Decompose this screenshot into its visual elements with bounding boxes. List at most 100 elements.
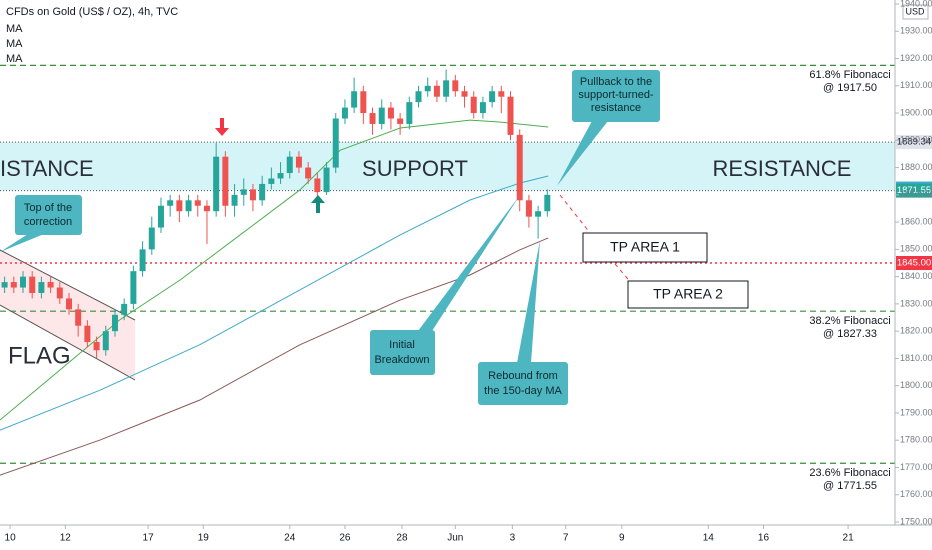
candle-body <box>47 282 54 288</box>
flag-line <box>0 304 136 381</box>
candle-body <box>433 85 440 97</box>
tp-label: TP AREA 2 <box>653 286 723 302</box>
fib-label: 23.6% Fibonacci <box>809 467 890 479</box>
candle-body <box>240 189 247 195</box>
candle-body <box>360 91 367 114</box>
y-tick-label: 1940.00 <box>900 0 932 8</box>
y-tick-label: 1920.00 <box>900 53 932 63</box>
callout-text: Pullback to the <box>580 76 652 88</box>
callout <box>370 330 435 375</box>
y-tick-label: 1930.00 <box>900 26 932 36</box>
price-tag-text: 1889.34 <box>897 137 931 148</box>
moving-average <box>0 119 549 421</box>
price-tag-text: 1871.55 <box>897 185 931 196</box>
callout-text: support-turned- <box>578 89 654 101</box>
zone-label: SUPPORT <box>362 156 468 181</box>
x-tick-label: 14 <box>703 533 715 544</box>
candle-body <box>470 96 477 114</box>
tp-box <box>582 232 708 263</box>
fib-label: 38.2% Fibonacci <box>809 315 890 327</box>
candle-body <box>369 113 376 124</box>
candle-body <box>1 282 8 288</box>
callout-text: correction <box>24 216 72 228</box>
x-tick-label: 21 <box>843 533 855 544</box>
candle-body <box>84 325 91 343</box>
price-tag <box>896 135 932 150</box>
candle-body <box>111 314 118 332</box>
candle-body <box>341 107 348 119</box>
fib-label: @ 1771.55 <box>823 480 877 492</box>
flag-line <box>0 249 136 321</box>
candle-body <box>10 282 17 288</box>
candle-body <box>507 96 514 135</box>
candle-body <box>259 183 266 201</box>
y-tick-label: 1880.00 <box>900 162 932 172</box>
x-tick-label: 17 <box>143 533 155 544</box>
candle-body <box>286 156 293 174</box>
callout-text: the 150-day MA <box>484 385 562 397</box>
candle-body <box>213 156 220 212</box>
candle-body <box>452 80 459 92</box>
callout-text: resistance <box>591 102 641 114</box>
candle-body <box>38 282 45 293</box>
callout-text: Initial <box>389 339 415 351</box>
moving-average <box>0 175 549 431</box>
callout <box>572 70 660 122</box>
candle-body <box>203 205 210 212</box>
candle-body <box>351 91 358 108</box>
x-tick-label: Jun <box>447 533 463 544</box>
candle-body <box>167 200 174 206</box>
zone-band <box>0 142 895 191</box>
candle-body <box>387 107 394 119</box>
candle-body <box>535 211 542 217</box>
y-tick-label: 1780.00 <box>900 435 932 445</box>
candle-body <box>406 102 413 124</box>
candle-body <box>29 276 36 293</box>
currency-box <box>902 4 929 20</box>
y-tick-label: 1810.00 <box>900 353 932 363</box>
moving-average <box>0 237 549 476</box>
y-tick-label: 1870.00 <box>900 189 932 199</box>
candle-body <box>277 173 284 179</box>
zone-label: ISTANCE <box>0 156 94 181</box>
fib-label: 61.8% Fibonacci <box>809 69 890 81</box>
y-tick-label: 1830.00 <box>900 298 932 308</box>
x-tick-label: 19 <box>198 533 210 544</box>
candle-body <box>194 200 201 206</box>
zone-label: FLAG <box>8 342 71 369</box>
y-tick-label: 1850.00 <box>900 244 932 254</box>
currency: USD <box>905 6 925 16</box>
y-tick-label: 1840.00 <box>900 271 932 281</box>
candle-body <box>139 249 146 272</box>
candle-body <box>268 178 275 184</box>
candle-body <box>93 342 100 351</box>
candle-body <box>314 178 321 193</box>
annotations: ISTANCE SUPPORT RESISTANCE FLAG TP AREA … <box>0 70 851 405</box>
x-tick-label: 28 <box>396 533 408 544</box>
price-tag <box>896 183 932 198</box>
callout-pointer <box>517 240 540 363</box>
zone-label: RESISTANCE <box>713 156 852 181</box>
y-tick-label: 1890.00 <box>900 135 932 145</box>
y-tick-label: 1820.00 <box>900 326 932 336</box>
candle-body <box>295 156 302 168</box>
candle-body <box>19 276 26 288</box>
candle-body <box>397 118 404 124</box>
price-tag-text: 1845.00 <box>897 258 931 269</box>
legend-entry: MA <box>6 23 23 35</box>
x-tick-label: 26 <box>339 533 351 544</box>
candle-body <box>102 331 109 351</box>
up-arrow <box>311 195 325 213</box>
price-tag <box>896 256 932 270</box>
candle-body <box>130 271 137 304</box>
candle-body <box>323 167 330 193</box>
candle-body <box>516 134 523 201</box>
callout-text: Breakdown <box>374 354 429 366</box>
callout-pointer <box>557 121 608 186</box>
y-tick-label: 1760.00 <box>900 489 932 499</box>
x-tick-label: 12 <box>60 533 72 544</box>
y-tick-label: 1860.00 <box>900 216 932 226</box>
chart-title: CFDs on Gold (US$ / OZ), 4h, TVC <box>6 6 178 18</box>
